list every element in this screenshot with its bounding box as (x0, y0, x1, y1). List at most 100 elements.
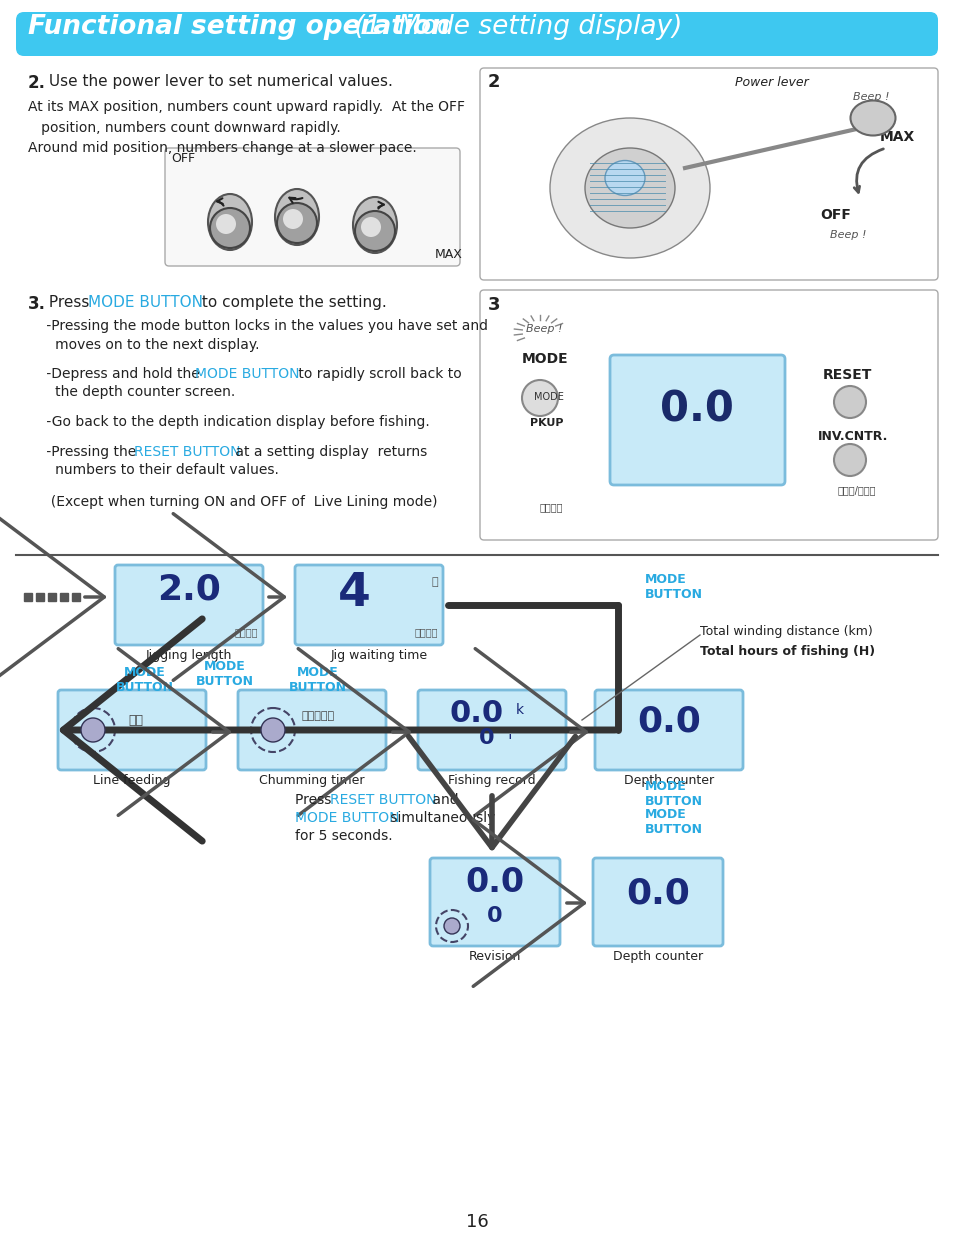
Ellipse shape (604, 161, 644, 195)
Text: PKUP: PKUP (530, 417, 563, 429)
Text: -Pressing the mode button locks in the values you have set and
   moves on to th: -Pressing the mode button locks in the v… (42, 319, 488, 352)
Text: MODE BUTTON: MODE BUTTON (194, 367, 299, 382)
Ellipse shape (550, 119, 709, 258)
Text: k: k (516, 703, 523, 718)
FancyBboxPatch shape (115, 564, 263, 645)
FancyBboxPatch shape (593, 858, 722, 946)
Text: the depth counter screen.: the depth counter screen. (42, 385, 235, 399)
Circle shape (283, 209, 303, 228)
Circle shape (833, 387, 865, 417)
FancyBboxPatch shape (479, 290, 937, 540)
Text: 3.: 3. (28, 295, 46, 312)
Text: Beep !: Beep ! (525, 324, 562, 333)
Text: 0.0: 0.0 (465, 867, 524, 899)
Text: and: and (428, 793, 458, 806)
Text: MODE
BUTTON: MODE BUTTON (644, 781, 702, 808)
Ellipse shape (208, 194, 252, 249)
Text: MODE: MODE (534, 391, 563, 403)
Text: for 5 seconds.: for 5 seconds. (294, 829, 393, 844)
Text: RESET BUTTON: RESET BUTTON (133, 445, 240, 459)
Text: -Pressing the: -Pressing the (42, 445, 140, 459)
Text: numbers to their default values.: numbers to their default values. (42, 463, 278, 477)
Text: 0.0: 0.0 (659, 389, 733, 431)
FancyBboxPatch shape (430, 858, 559, 946)
Circle shape (276, 203, 316, 243)
Text: Functional setting operation: Functional setting operation (28, 14, 449, 40)
Text: OFF: OFF (820, 207, 850, 222)
Text: MODE BUTTON: MODE BUTTON (294, 811, 399, 825)
Circle shape (833, 445, 865, 475)
Text: Fishing record: Fishing record (448, 774, 536, 787)
FancyBboxPatch shape (609, 354, 784, 485)
Circle shape (355, 211, 395, 251)
Text: (1. Mode setting display): (1. Mode setting display) (346, 14, 681, 40)
Ellipse shape (584, 148, 675, 228)
Text: INV.CNTR.: INV.CNTR. (817, 430, 887, 443)
Ellipse shape (274, 189, 318, 245)
Circle shape (81, 718, 105, 742)
FancyBboxPatch shape (595, 690, 742, 769)
Text: Beep !: Beep ! (852, 91, 888, 103)
Circle shape (360, 217, 380, 237)
Text: MODE
BUTTON: MODE BUTTON (195, 659, 253, 688)
Text: Depth counter: Depth counter (623, 774, 713, 787)
Circle shape (261, 718, 285, 742)
Text: 3: 3 (488, 296, 500, 314)
Text: シャクリ: シャクリ (414, 627, 437, 637)
Ellipse shape (850, 100, 895, 136)
Circle shape (521, 380, 558, 416)
Circle shape (210, 207, 250, 248)
Text: (Except when turning ON and OFF of  Live Lining mode): (Except when turning ON and OFF of Live … (42, 495, 437, 509)
Text: MAX: MAX (879, 130, 914, 144)
Text: MODE
BUTTON: MODE BUTTON (644, 808, 702, 836)
FancyBboxPatch shape (58, 690, 206, 769)
FancyBboxPatch shape (16, 12, 937, 56)
Circle shape (443, 918, 459, 934)
Text: at a setting display  returns: at a setting display returns (231, 445, 427, 459)
Text: 底から/巻メモ: 底から/巻メモ (837, 485, 876, 495)
Text: 糸送: 糸送 (129, 714, 143, 726)
Text: -Go back to the depth indication display before fishing.: -Go back to the depth indication display… (42, 415, 429, 429)
Text: -Depress and hold the: -Depress and hold the (42, 367, 204, 382)
Text: MODE
BUTTON: MODE BUTTON (116, 666, 173, 694)
Text: Use the power lever to set numerical values.: Use the power lever to set numerical val… (44, 74, 393, 89)
Text: Power lever: Power lever (734, 77, 808, 89)
Circle shape (215, 214, 235, 233)
Text: 2.: 2. (28, 74, 46, 91)
FancyBboxPatch shape (165, 148, 459, 266)
Text: 2.0: 2.0 (157, 573, 221, 606)
FancyBboxPatch shape (294, 564, 442, 645)
Text: MODE BUTTON: MODE BUTTON (88, 295, 203, 310)
FancyBboxPatch shape (237, 690, 386, 769)
Text: 0: 0 (478, 727, 495, 748)
Text: 0.0: 0.0 (637, 705, 700, 739)
Text: Jigging length: Jigging length (146, 650, 232, 662)
Text: 16: 16 (465, 1213, 488, 1231)
Text: タイマー分: タイマー分 (301, 711, 335, 721)
Text: simultaneously: simultaneously (386, 811, 495, 825)
FancyBboxPatch shape (479, 68, 937, 280)
Text: Line feeding: Line feeding (93, 774, 171, 787)
Text: 4: 4 (337, 571, 370, 615)
Text: RESET BUTTON: RESET BUTTON (330, 793, 436, 806)
Text: to complete the setting.: to complete the setting. (196, 295, 386, 310)
Ellipse shape (353, 198, 396, 253)
Text: MODE
BUTTON: MODE BUTTON (644, 573, 702, 601)
Text: 2: 2 (488, 73, 500, 91)
Text: Beep !: Beep ! (829, 230, 865, 240)
Text: Press: Press (44, 295, 94, 310)
Text: RESET: RESET (822, 368, 871, 382)
Text: Depth counter: Depth counter (612, 950, 702, 963)
Text: ': ' (507, 734, 512, 751)
Text: MAX: MAX (435, 248, 462, 261)
Text: At its MAX position, numbers count upward rapidly.  At the OFF
   position, numb: At its MAX position, numbers count upwar… (28, 100, 464, 156)
Text: Press: Press (294, 793, 335, 806)
Text: 0.0: 0.0 (625, 877, 689, 911)
Text: OFF: OFF (171, 152, 195, 165)
Text: to rapidly scroll back to: to rapidly scroll back to (294, 367, 461, 382)
Text: 0.0: 0.0 (450, 699, 503, 729)
Text: MODE: MODE (521, 352, 568, 366)
Text: Jig waiting time: Jig waiting time (330, 650, 427, 662)
Text: 秒: 秒 (431, 577, 437, 587)
Text: シャクリ: シャクリ (234, 627, 257, 637)
